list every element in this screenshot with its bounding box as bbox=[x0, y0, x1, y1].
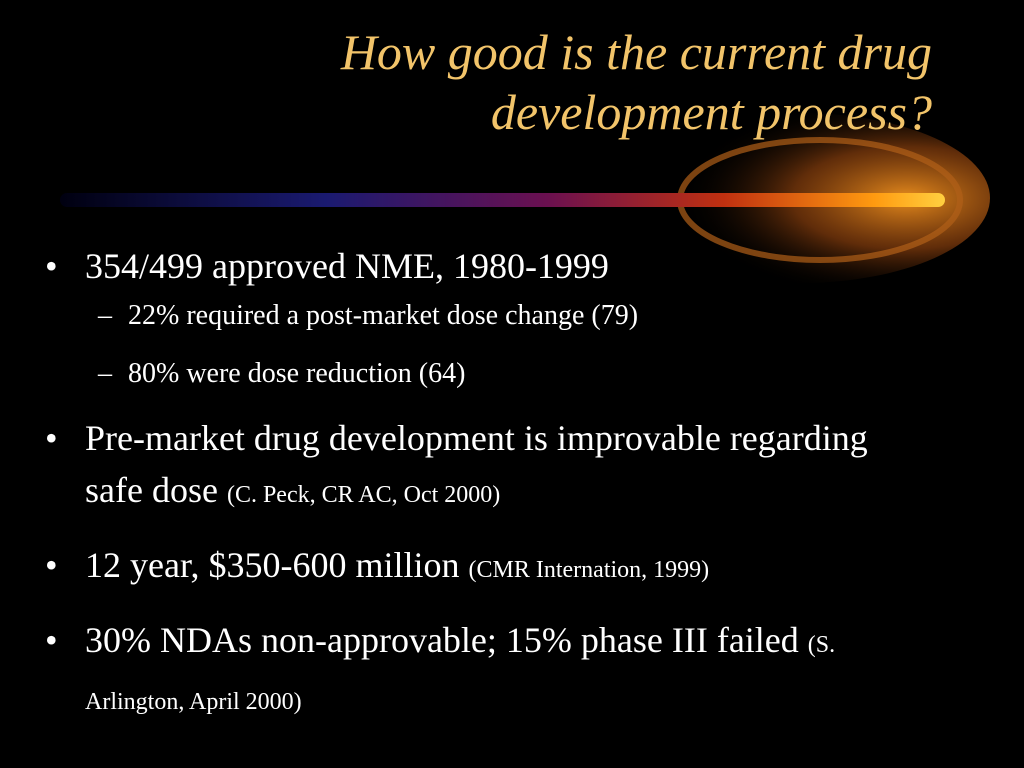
bullet-source: (CMR Internation, 1999) bbox=[468, 557, 710, 583]
sub-list: 22% required a post-market dose change (… bbox=[85, 296, 900, 394]
bullet-item: 30% NDAs non-approvable; 15% phase III f… bbox=[0, 614, 900, 728]
sub-item: 80% were dose reduction (64) bbox=[83, 354, 900, 394]
bullet-text: 354/499 approved NME, 1980-1999 bbox=[85, 246, 609, 286]
bullet-text: Pre-market drug development is improvabl… bbox=[85, 418, 868, 510]
bullet-source: (C. Peck, CR AC, Oct 2000) bbox=[226, 482, 501, 508]
bullet-item: 354/499 approved NME, 1980-1999 22% requi… bbox=[0, 240, 900, 394]
bullet-item: 12 year, $350-600 million (CMR Internati… bbox=[0, 539, 900, 596]
sub-item: 22% required a post-market dose change (… bbox=[83, 296, 900, 336]
title-line: development process? bbox=[490, 84, 932, 140]
title-line: How good is the current drug bbox=[340, 24, 932, 80]
slide-title: How good is the current drug development… bbox=[341, 22, 932, 142]
bullet-item: Pre-market drug development is improvabl… bbox=[0, 412, 900, 521]
swoosh-band bbox=[60, 193, 945, 207]
bullet-text: 30% NDAs non-approvable; 15% phase III f… bbox=[85, 620, 799, 660]
bullet-source: (S. Arlington, April 2000) bbox=[85, 632, 836, 715]
bullet-text: 12 year, $350-600 million bbox=[85, 545, 460, 585]
bullet-list: 354/499 approved NME, 1980-1999 22% requi… bbox=[0, 240, 1024, 746]
